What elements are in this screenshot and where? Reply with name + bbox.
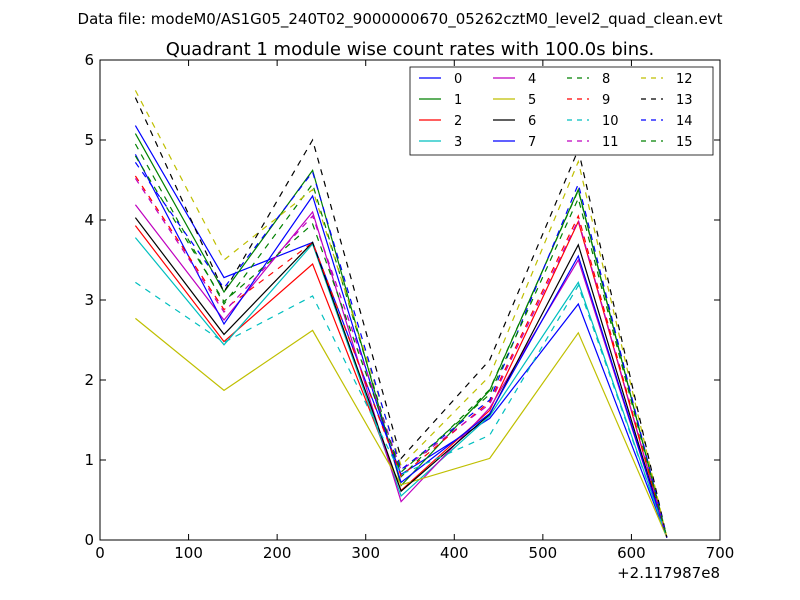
series-line-12 <box>134 90 668 538</box>
series-line-5 <box>135 317 668 538</box>
series-line-15 <box>134 155 668 538</box>
legend-label-12: 12 <box>676 72 693 87</box>
legend-label-8: 8 <box>602 72 610 87</box>
y-tick-label: 4 <box>84 211 94 229</box>
data-file-suptitle: Data file: modeM0/AS1G05_240T02_90000006… <box>78 10 723 29</box>
legend-label-3: 3 <box>454 135 462 150</box>
x-offset-label: +2.117987e8 <box>617 564 720 582</box>
legend-label-0: 0 <box>454 72 462 87</box>
series-line-3 <box>134 237 668 538</box>
x-tick-label: 0 <box>95 544 105 562</box>
y-tick-label: 0 <box>84 531 94 549</box>
series-line-11 <box>134 178 668 538</box>
legend-label-11: 11 <box>602 135 619 150</box>
y-tick-label: 6 <box>84 51 94 69</box>
x-tick-label: 400 <box>440 544 469 562</box>
legend-label-6: 6 <box>528 114 536 129</box>
x-tick-label: 600 <box>617 544 646 562</box>
x-tick-label: 300 <box>351 544 380 562</box>
legend-label-13: 13 <box>676 93 693 108</box>
series-line-1 <box>134 133 668 538</box>
legend-label-7: 7 <box>528 135 536 150</box>
legend-label-10: 10 <box>602 114 619 129</box>
legend-label-4: 4 <box>528 72 536 87</box>
y-tick-label: 1 <box>84 451 94 469</box>
y-tick-label: 5 <box>84 131 94 149</box>
series-line-7 <box>134 154 668 538</box>
x-tick-label: 200 <box>263 544 292 562</box>
x-tick-label: 500 <box>529 544 558 562</box>
legend-label-14: 14 <box>676 114 693 129</box>
series-line-8 <box>134 143 668 538</box>
x-tick-label: 100 <box>174 544 203 562</box>
series-line-6 <box>134 217 668 538</box>
series-line-9 <box>134 175 668 538</box>
legend-label-5: 5 <box>528 93 536 108</box>
chart-title: Quadrant 1 module wise count rates with … <box>166 39 655 60</box>
series-line-13 <box>134 97 668 538</box>
legend-label-1: 1 <box>454 93 462 108</box>
series-line-4 <box>134 204 668 538</box>
x-tick-label: 700 <box>706 544 735 562</box>
series-line-10 <box>135 281 668 538</box>
legend-label-2: 2 <box>454 114 462 129</box>
y-tick-label: 3 <box>84 291 94 309</box>
legend-box <box>409 66 714 156</box>
legend-label-15: 15 <box>676 135 693 150</box>
legend-label-9: 9 <box>602 93 610 108</box>
y-tick-label: 2 <box>84 371 94 389</box>
series-layer <box>134 90 668 538</box>
